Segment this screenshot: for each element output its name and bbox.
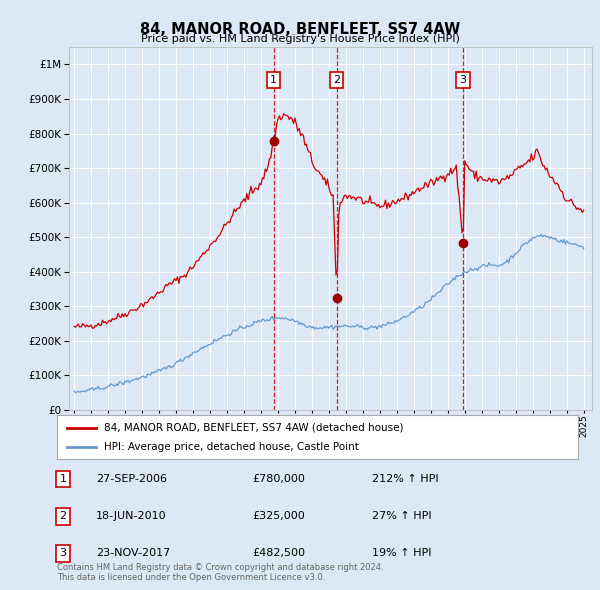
Text: 2: 2 [333, 75, 340, 85]
Text: 3: 3 [59, 549, 67, 558]
Text: 27-SEP-2006: 27-SEP-2006 [96, 474, 167, 484]
Text: HPI: Average price, detached house, Castle Point: HPI: Average price, detached house, Cast… [104, 442, 359, 452]
Text: £325,000: £325,000 [252, 512, 305, 521]
Text: 3: 3 [460, 75, 467, 85]
Text: 1: 1 [270, 75, 277, 85]
Text: 84, MANOR ROAD, BENFLEET, SS7 4AW: 84, MANOR ROAD, BENFLEET, SS7 4AW [140, 22, 460, 37]
Text: 27% ↑ HPI: 27% ↑ HPI [372, 512, 431, 521]
Text: £780,000: £780,000 [252, 474, 305, 484]
Text: 19% ↑ HPI: 19% ↑ HPI [372, 549, 431, 558]
Text: 23-NOV-2017: 23-NOV-2017 [96, 549, 170, 558]
Text: Price paid vs. HM Land Registry's House Price Index (HPI): Price paid vs. HM Land Registry's House … [140, 34, 460, 44]
Text: 1: 1 [59, 474, 67, 484]
Text: £482,500: £482,500 [252, 549, 305, 558]
Text: 84, MANOR ROAD, BENFLEET, SS7 4AW (detached house): 84, MANOR ROAD, BENFLEET, SS7 4AW (detac… [104, 422, 403, 432]
Text: 212% ↑ HPI: 212% ↑ HPI [372, 474, 439, 484]
Text: Contains HM Land Registry data © Crown copyright and database right 2024.
This d: Contains HM Land Registry data © Crown c… [57, 563, 383, 582]
Text: 18-JUN-2010: 18-JUN-2010 [96, 512, 167, 521]
Text: 2: 2 [59, 512, 67, 521]
